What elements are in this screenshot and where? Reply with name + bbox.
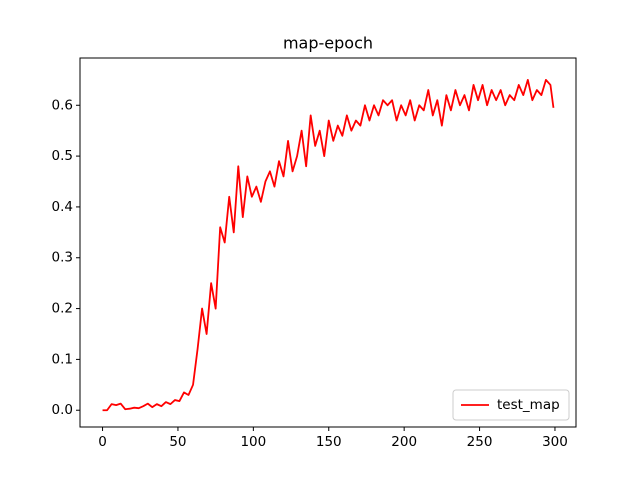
x-tick-label: 0 <box>98 434 107 450</box>
x-tick-label: 200 <box>391 434 417 450</box>
x-tick-label: 50 <box>169 434 186 450</box>
y-tick-label: 0.2 <box>52 301 73 317</box>
x-tick-label: 250 <box>467 434 493 450</box>
y-tick-label: 0.0 <box>52 402 73 418</box>
y-tick-label: 0.4 <box>52 199 73 215</box>
y-tick-label: 0.1 <box>52 351 73 367</box>
plot-frame <box>79 57 577 428</box>
y-tick-label: 0.3 <box>52 250 73 266</box>
chart-title: map-epoch <box>283 34 373 53</box>
legend-label: test_map <box>497 397 560 413</box>
y-tick-label: 0.6 <box>52 97 73 113</box>
x-tick-label: 150 <box>316 434 342 450</box>
y-tick-label: 0.5 <box>52 148 73 164</box>
legend-box <box>452 389 570 421</box>
x-tick-label: 300 <box>542 434 568 450</box>
x-tick-label: 100 <box>240 434 266 450</box>
data-line <box>102 78 555 412</box>
